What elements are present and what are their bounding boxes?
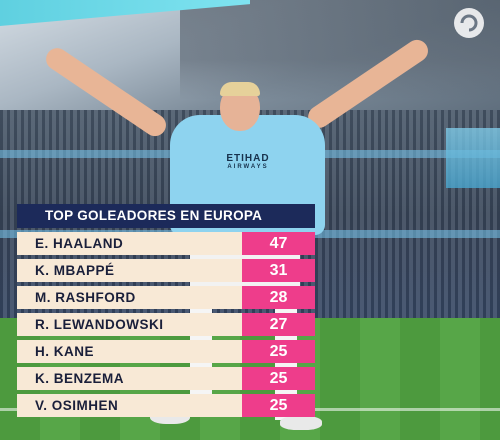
table-row: K. MBAPPÉ 31 bbox=[17, 259, 317, 282]
goals-count: 47 bbox=[242, 232, 315, 255]
jersey-sponsor-text: ETIHAD bbox=[226, 153, 270, 164]
table-row: K. BENZEMA 25 bbox=[17, 367, 317, 390]
right-boot bbox=[280, 416, 322, 430]
stadium-screen bbox=[446, 128, 500, 188]
table-row: E. HAALAND 47 bbox=[17, 232, 317, 255]
player-name: V. OSIMHEN bbox=[17, 394, 242, 417]
goals-count: 25 bbox=[242, 394, 315, 417]
table-title: TOP GOLEADORES EN EUROPA bbox=[17, 204, 315, 228]
player-name: E. HAALAND bbox=[17, 232, 242, 255]
left-arm bbox=[41, 43, 171, 141]
jersey-sponsor: ETIHAD AIRWAYS bbox=[198, 153, 298, 170]
player-name: K. BENZEMA bbox=[17, 367, 242, 390]
table-row: R. LEWANDOWSKI 27 bbox=[17, 313, 317, 336]
goals-count: 31 bbox=[242, 259, 315, 282]
brand-logo-icon bbox=[454, 8, 484, 38]
table-row: V. OSIMHEN 25 bbox=[17, 394, 317, 417]
jersey-sponsor-subtext: AIRWAYS bbox=[227, 164, 269, 170]
goals-count: 27 bbox=[242, 313, 315, 336]
table-row: M. RASHFORD 28 bbox=[17, 286, 317, 309]
player-name: M. RASHFORD bbox=[17, 286, 242, 309]
player-name: K. MBAPPÉ bbox=[17, 259, 242, 282]
player-name: H. KANE bbox=[17, 340, 242, 363]
goals-count: 28 bbox=[242, 286, 315, 309]
right-arm bbox=[303, 35, 433, 133]
goals-count: 25 bbox=[242, 367, 315, 390]
table-row: H. KANE 25 bbox=[17, 340, 317, 363]
top-scorers-table: TOP GOLEADORES EN EUROPA E. HAALAND 47 K… bbox=[17, 204, 317, 417]
goals-count: 25 bbox=[242, 340, 315, 363]
player-name: R. LEWANDOWSKI bbox=[17, 313, 242, 336]
player-hair bbox=[220, 82, 260, 96]
